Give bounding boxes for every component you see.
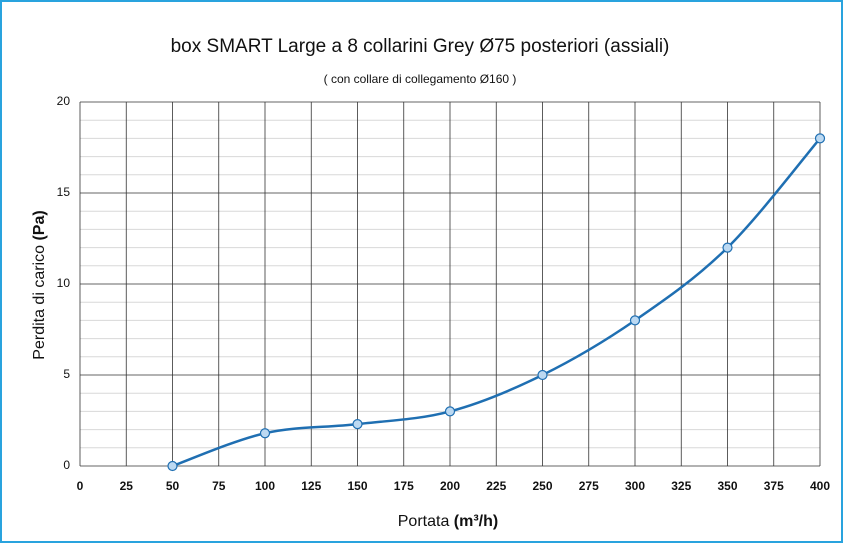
x-tick-label: 50: [166, 479, 180, 493]
x-tick-label: 225: [486, 479, 506, 493]
x-tick-label: 375: [764, 479, 784, 493]
x-axis-title: Portata (m³/h): [398, 513, 498, 530]
point: [814, 133, 826, 144]
x-label: Portata: [398, 513, 450, 530]
y-axis-title: Perdita di carico (Pa): [31, 210, 48, 359]
point: [259, 428, 271, 439]
x-tick-label: 125: [301, 479, 321, 493]
y-unit: (Pa): [31, 210, 48, 240]
y-label: Perdita di carico: [31, 245, 48, 360]
y-tick-label: 15: [57, 185, 71, 199]
x-tick-label: 200: [440, 479, 460, 493]
x-tick-label: 400: [810, 479, 830, 493]
x-tick-label: 25: [120, 479, 134, 493]
point: [167, 460, 178, 472]
y-tick-label: 0: [63, 458, 70, 472]
y-tick-label: 10: [57, 276, 71, 290]
x-tick-label: 350: [717, 479, 737, 493]
x-tick-label: 325: [671, 479, 691, 493]
x-tick-label: 75: [212, 479, 226, 493]
point: [722, 242, 733, 253]
x-unit: (m³/h): [454, 513, 498, 530]
point: [537, 369, 548, 381]
x-tick-label: 0: [77, 479, 84, 493]
x-tick-label: 100: [255, 479, 275, 493]
x-tick-label: 275: [579, 479, 599, 493]
point: [352, 419, 363, 430]
x-tick-label: 175: [394, 479, 414, 493]
chart-title: box SMART Large a 8 collarini Grey Ø75 p…: [171, 36, 670, 57]
point: [629, 315, 641, 326]
y-tick-label: 5: [63, 367, 70, 381]
y-tick-label: 20: [57, 94, 71, 108]
chart-subtitle: ( con collare di collegamento Ø160 ): [324, 72, 517, 86]
point: [444, 406, 456, 417]
x-tick-label: 150: [347, 479, 367, 493]
x-tick-label: 250: [532, 479, 552, 493]
x-tick-label: 300: [625, 479, 645, 493]
